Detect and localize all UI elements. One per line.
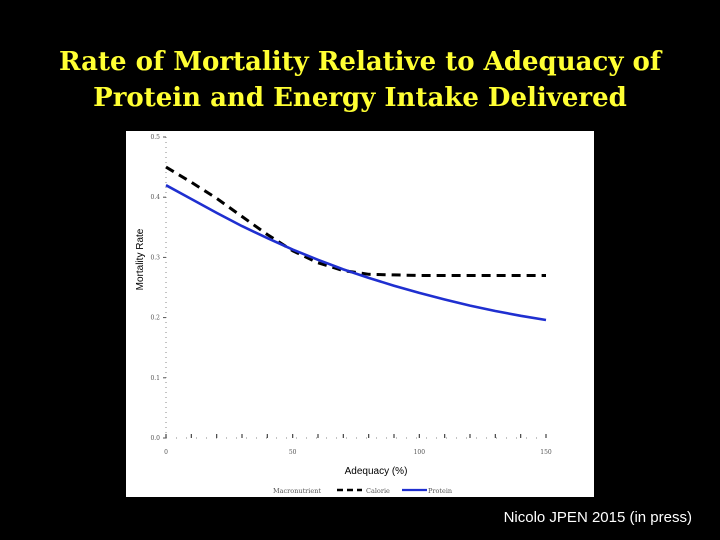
mortality-chart: 0.0 0.1 0.2 0.3 0.4 0.5 0 50 100 150 Mortality Rat… (135, 134, 552, 495)
title-line-2: Protein and Energy Intake Delivered (93, 83, 627, 113)
series-line-protein (165, 184, 547, 322)
y-tick-label: 0.2 (150, 315, 160, 322)
legend-title: Macronutrient (273, 487, 321, 495)
x-tick-label: 100 (414, 449, 426, 456)
y-tick-label: 0.0 (150, 435, 160, 442)
y-axis-label: Mortality Rate (135, 228, 146, 290)
x-tick-label: 50 (289, 449, 297, 456)
title-line-1: Rate of Mortality Relative to Adequacy o… (58, 47, 662, 77)
x-axis-label: Adequacy (%) (345, 466, 408, 477)
chart-panel: 0.0 0.1 0.2 0.3 0.4 0.5 0 50 100 150 Mortality Rat… (126, 131, 594, 497)
series-line-calorie (165, 165, 546, 277)
y-tick-label: 0.4 (150, 194, 160, 201)
y-tick-label: 0.3 (150, 254, 160, 261)
citation: Nicolo JPEN 2015 (in press) (503, 509, 692, 526)
x-tick-label: 0 (164, 449, 168, 456)
legend-label-protein: Protein (428, 487, 452, 495)
slide-title: Rate of Mortality Relative to Adequacy o… (0, 44, 720, 116)
y-tick-label: 0.5 (150, 134, 160, 141)
y-tick-label: 0.1 (150, 375, 160, 382)
x-tick-label: 150 (540, 449, 552, 456)
legend-label-calorie: Calorie (366, 487, 390, 495)
